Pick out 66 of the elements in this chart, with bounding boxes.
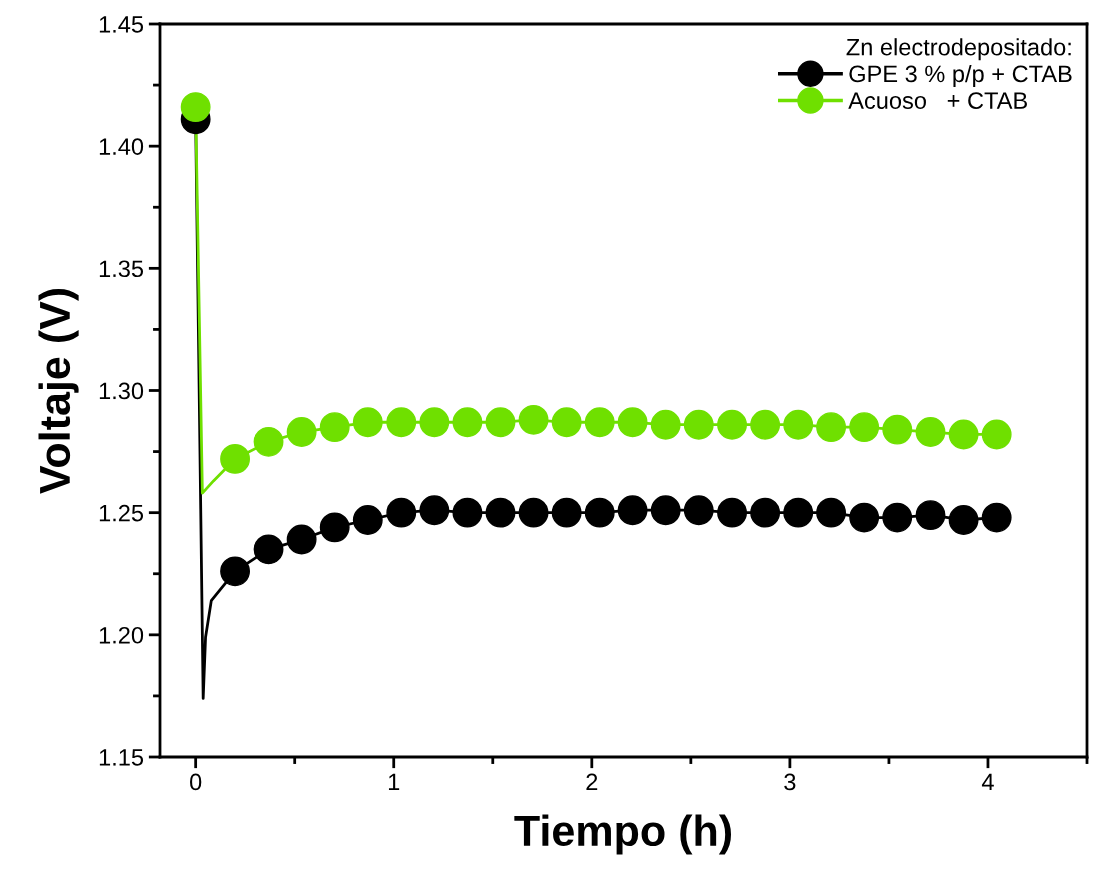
y-tick-label: 1.25 [99, 504, 144, 522]
point [617, 407, 648, 438]
point [915, 500, 946, 531]
point [551, 497, 582, 528]
point [352, 407, 383, 438]
x-tick-label: 3 [784, 773, 796, 791]
point [419, 495, 450, 526]
point [253, 534, 284, 565]
legend-label: Acuoso + CTAB [848, 92, 1027, 109]
point [849, 502, 880, 533]
point [683, 495, 714, 526]
point [650, 495, 681, 526]
x-axis-title: Tiempo (h) [514, 814, 731, 855]
point [849, 412, 880, 443]
y-tick-label: 1.30 [99, 382, 144, 400]
point [180, 92, 211, 123]
point [783, 409, 814, 440]
x-tick-label: 2 [586, 773, 598, 791]
point [816, 497, 847, 528]
point [319, 412, 350, 443]
y-tick-label: 1.35 [99, 260, 144, 278]
point [319, 512, 350, 543]
y-axis-title: Voltaje (V) [38, 288, 79, 494]
point [584, 497, 615, 528]
y-tick-label: 1.20 [99, 626, 144, 644]
point [816, 412, 847, 443]
point [485, 497, 516, 528]
x-tick-label: 1 [388, 773, 400, 791]
point [220, 443, 250, 474]
point [386, 497, 417, 528]
point [584, 407, 615, 438]
point [750, 409, 781, 440]
point [617, 495, 648, 526]
point [286, 417, 317, 447]
point [882, 502, 913, 533]
point [518, 404, 549, 435]
point [286, 524, 317, 555]
point [783, 497, 814, 528]
point [518, 497, 549, 528]
point [882, 414, 913, 445]
point [948, 505, 979, 535]
y-tick-label: 1.45 [99, 16, 144, 33]
point [452, 497, 483, 528]
point [650, 409, 681, 440]
point [419, 407, 450, 438]
point [683, 409, 714, 440]
x-tick-label: 0 [190, 773, 202, 791]
y-tick-label: 1.40 [99, 138, 144, 155]
point [551, 407, 582, 438]
point [981, 419, 1012, 450]
point [485, 407, 516, 438]
legend-title: Zn electrodepositado: [846, 38, 1071, 61]
point [717, 409, 747, 440]
y-tick-label: 1.15 [99, 749, 144, 766]
point [452, 407, 483, 438]
legend-label: GPE 3 % p/p + CTAB [849, 64, 1072, 87]
point [352, 505, 383, 535]
point [253, 426, 284, 457]
point [915, 417, 946, 447]
point [386, 407, 417, 438]
x-tick-label: 4 [981, 773, 994, 791]
point [981, 502, 1012, 533]
point [948, 419, 979, 450]
point [717, 497, 747, 528]
point [220, 556, 250, 587]
point [750, 497, 781, 528]
